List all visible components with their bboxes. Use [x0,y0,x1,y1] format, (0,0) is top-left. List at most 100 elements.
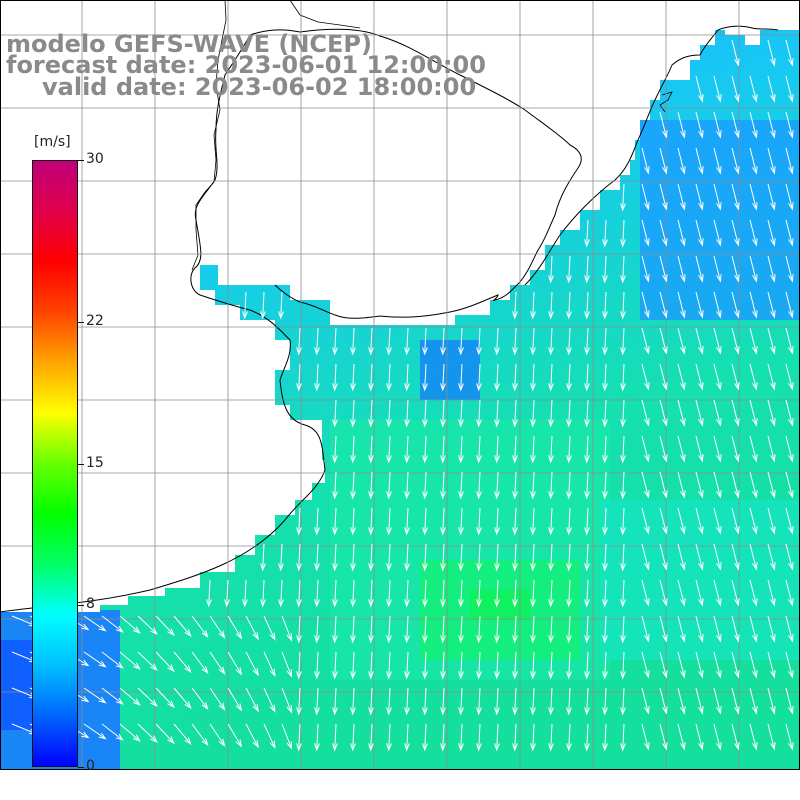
wind-arrow [767,291,776,319]
wind-arrow [785,183,794,211]
wind-arrow [713,327,722,355]
wind-arrow [659,183,668,211]
wind-arrow [602,219,608,248]
wind-arrow [404,471,410,500]
wind-arrow [602,399,608,428]
wind-arrow [602,507,608,536]
wind-arrow [785,39,794,67]
wind-arrow [749,363,758,391]
wind-arrow [494,651,500,680]
wind-arrow [641,435,650,463]
wind-arrow [458,615,464,644]
wind-arrow [731,399,740,427]
wind-arrow [191,687,209,710]
wind-arrow [458,435,464,464]
wind-arrow [263,651,276,677]
wind-arrow [677,363,686,391]
wind-arrow [584,327,590,356]
wind-arrow [785,543,794,571]
wind-arrow [767,615,776,643]
wind-arrow [512,399,518,428]
wind-arrow [494,543,500,572]
wind-arrow [350,579,356,608]
wind-arrow [227,723,243,748]
wind-arrow [191,651,209,674]
wind-arrow [584,219,590,248]
wind-arrow [350,507,356,536]
wind-arrow [566,651,572,680]
wind-arrow [476,327,482,356]
wind-arrow [332,615,338,644]
wind-arrow [530,507,536,536]
wind-arrow [350,435,356,464]
wind-arrow [422,471,428,500]
wind-arrow [620,543,626,572]
wind-arrow [404,363,410,392]
wind-arrow [620,219,626,248]
wind-arrow [785,255,794,283]
wind-arrow [713,399,722,427]
wind-arrow [695,543,704,571]
wind-arrow [422,579,428,608]
wind-arrow [767,327,776,355]
wind-arrow [83,687,107,704]
wind-arrow [713,579,722,607]
wind-arrow [440,507,446,536]
wind-arrow [209,687,226,711]
wind-arrow [731,615,740,643]
wind-arrow [548,435,554,464]
wind-arrow [713,363,722,391]
border-line-2 [289,0,361,29]
wind-arrow [749,651,758,679]
wind-arrow [386,651,392,680]
wind-arrow [566,327,572,356]
wind-arrow [785,687,794,715]
wind-arrow [458,543,464,572]
wind-arrow [476,615,482,644]
wind-arrow [785,723,794,751]
wind-arrow [731,579,740,607]
wind-arrow [227,651,243,676]
wind-arrow [659,147,668,175]
wind-arrow [101,687,124,705]
wind-arrow [641,471,650,499]
wind-arrow [422,651,428,680]
wind-arrow [785,651,794,679]
wind-arrow [404,723,410,752]
wind-arrow [659,507,668,535]
wind-arrow [677,291,686,319]
wind-arrow [476,687,482,716]
wind-arrow [713,75,722,103]
colorbar-tick-mark [78,463,84,465]
wind-arrow [713,111,722,139]
wind-arrow [713,183,722,211]
wind-arrow [422,507,428,536]
wind-arrow [296,363,302,392]
wind-arrow [677,399,686,427]
wind-arrow [677,687,686,715]
wind-arrow [476,471,482,500]
wind-arrow [785,399,794,427]
wind-arrow [749,399,758,427]
wind-arrow [785,291,794,319]
wind-arrow [602,291,608,320]
wind-arrow [584,255,590,284]
wind-arrow [584,399,590,428]
wind-arrow [476,651,482,680]
wind-arrow [785,363,794,391]
wind-arrow [785,615,794,643]
wind-arrow [731,687,740,715]
wind-arrow [695,75,704,103]
wind-arrow [785,147,794,175]
wind-arrow [404,435,410,464]
wind-arrow [422,687,428,716]
wind-arrow [749,687,758,715]
wind-arrow [641,183,650,211]
colorbar-tick-mark [78,767,84,768]
wind-arrow [350,363,356,392]
wind-arrow [641,543,650,571]
wind-arrow [530,363,536,392]
wind-arrow [422,543,428,572]
wind-arrow [695,291,704,319]
wind-arrow [767,723,776,751]
